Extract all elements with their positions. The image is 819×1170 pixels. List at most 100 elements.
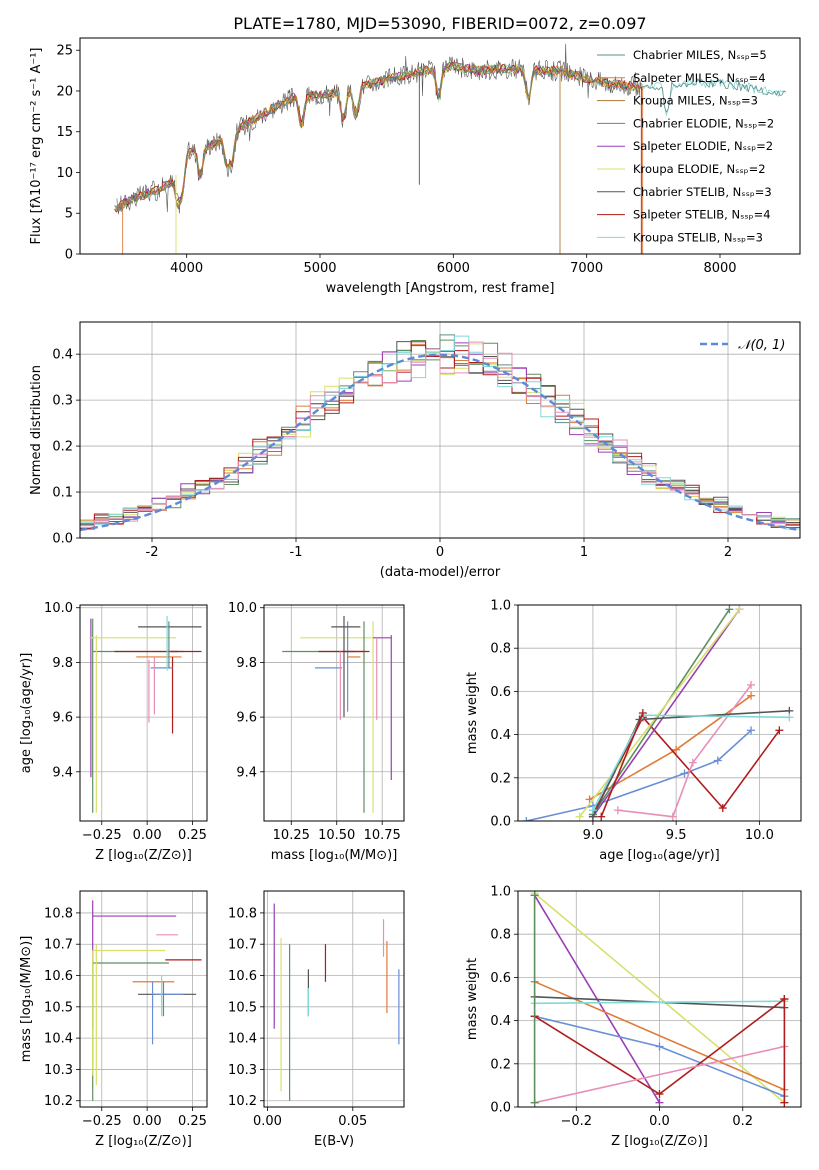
series-line	[617, 684, 752, 818]
series-marker	[597, 812, 606, 821]
x-tick-label: 0.25	[178, 828, 207, 843]
series-marker	[680, 769, 689, 778]
series-line	[578, 608, 741, 818]
legend-label: Kroupa MILES, Nₛₛₚ=3	[633, 94, 758, 108]
y-tick-label: 9.4	[52, 765, 73, 780]
y-tick-label: 9.4	[236, 765, 257, 780]
x-tick-label: 7000	[570, 261, 603, 276]
y-tick-label: 0.4	[490, 1014, 511, 1029]
spectrum-line-0	[115, 62, 786, 211]
series-marker	[655, 1090, 664, 1099]
series-marker	[775, 726, 784, 735]
x-tick-label: 10.50	[318, 828, 355, 843]
axes-frame	[79, 604, 208, 822]
y-tick-label: 10.6	[228, 969, 257, 984]
y-tick-label: 15	[56, 125, 73, 140]
x-tick-label: −0.2	[560, 1114, 592, 1129]
series-marker	[713, 756, 722, 765]
y-tick-label: 10.8	[44, 906, 73, 921]
x-axis-label: Z [log₁₀(Z/Z⊙)]	[95, 1134, 192, 1149]
y-tick-label: 25	[56, 44, 73, 59]
y-tick-label: 10.5	[44, 1000, 73, 1015]
y-tick-label: 0.2	[52, 440, 73, 455]
y-axis-label: Flux [fλ10⁻¹⁷ erg cm⁻² s⁻¹ A⁻¹]	[29, 48, 44, 245]
legend-label: Chabrier STELIB, Nₛₛₚ=3	[633, 185, 772, 199]
data-point	[92, 949, 166, 1076]
x-tick-label: −0.25	[82, 828, 122, 843]
chart-weight-vs-Z: −0.2 0.0 0.2 0.0 0.2 0.4 0.6 0.8 1.0 Z [log₁₀(Z/Z…	[465, 885, 802, 1149]
axes-frame	[79, 890, 208, 1108]
y-axis-label: Normed distribution	[29, 365, 44, 495]
y-tick-label: 10.0	[228, 601, 257, 616]
spectrum-line-2	[116, 62, 642, 211]
y-tick-label: 9.8	[236, 656, 257, 671]
series-marker	[588, 806, 597, 815]
y-tick-label: 10.7	[228, 938, 257, 953]
y-tick-label: 5	[65, 207, 73, 222]
x-tick-label: -1	[290, 545, 303, 560]
y-tick-label: 0	[65, 248, 73, 263]
y-tick-label: 9.6	[236, 711, 257, 726]
plot-area	[264, 891, 404, 1107]
x-tick-label: 1	[580, 545, 588, 560]
x-axis-label: Z [log₁₀(Z/Z⊙)]	[95, 848, 192, 863]
series-marker	[672, 745, 681, 754]
series-line	[600, 712, 644, 817]
y-tick-label: 0.2	[490, 771, 511, 786]
plot-area	[264, 605, 404, 821]
normal-curve	[80, 353, 800, 532]
x-tick-label: 6000	[437, 261, 470, 276]
y-tick-label: 9.6	[52, 711, 73, 726]
chart-mass-vs-Z: −0.25 0.00 0.25 10.2 10.3 10.4 10.5 10.6 10.7 10.…	[19, 890, 208, 1149]
y-tick-label: 1.0	[490, 885, 511, 900]
y-tick-label: 0.8	[490, 928, 511, 943]
x-tick-label: 5000	[303, 261, 336, 276]
y-tick-label: 0.6	[490, 971, 511, 986]
y-tick-label: 10	[56, 166, 73, 181]
axes-frame	[263, 890, 405, 1108]
x-tick-label: 0.00	[253, 1114, 282, 1129]
plot-area	[80, 891, 207, 1107]
series-marker	[735, 605, 744, 614]
series-marker	[655, 1098, 664, 1107]
x-axis-label: wavelength [Angstrom, rest frame]	[326, 281, 555, 296]
plot-area	[113, 43, 786, 254]
x-tick-label: −0.25	[82, 1114, 122, 1129]
x-tick-label: 0.0	[649, 1114, 670, 1129]
x-tick-label: 0.00	[133, 828, 162, 843]
legend-label: Chabrier MILES, Nₛₛₚ=5	[633, 48, 767, 62]
series-marker	[725, 605, 734, 614]
y-tick-label: 20	[56, 84, 73, 99]
chart-age-vs-Z: −0.25 0.00 0.25 9.4 9.6 9.8 10.0 Z [log₁₀(Z/Z⊙)…	[19, 601, 208, 863]
axes-frame	[517, 604, 802, 822]
plot-area	[518, 891, 801, 1107]
legend-label: Salpeter ELODIE, Nₛₛₚ=2	[633, 139, 773, 153]
series-marker	[688, 758, 697, 767]
series-marker	[668, 812, 677, 821]
y-axis-label: mass [log₁₀(M/M⊙)]	[19, 936, 34, 1063]
plot-area	[518, 605, 801, 821]
legend-label: Salpeter MILES, Nₛₛₚ=4	[633, 71, 766, 85]
legend-label: Kroupa ELODIE, Nₛₛₚ=2	[633, 162, 766, 176]
series-marker	[613, 806, 622, 815]
series-marker	[747, 680, 756, 689]
series-marker	[780, 995, 789, 1003]
chart-spectrum: 4000 5000 6000 7000 8000 0 5 10 15 20 25 wavelength…	[29, 14, 801, 296]
y-axis-label: mass weight	[465, 672, 480, 754]
x-tick-label: 9.0	[583, 828, 604, 843]
series-marker	[638, 709, 647, 717]
x-tick-label: 10.0	[745, 828, 774, 843]
y-tick-label: 10.7	[44, 938, 73, 953]
chart-residuals: -2 -1 0 1 2 0.0 0.1 0.2 0.3 0.4 (data-model)/error…	[29, 321, 801, 580]
x-tick-label: 9.5	[666, 828, 687, 843]
series-marker	[747, 691, 756, 700]
y-tick-label: 10.8	[228, 906, 257, 921]
x-tick-label: 0	[436, 545, 444, 560]
y-tick-label: 10.5	[228, 1000, 257, 1015]
x-tick-label: 0.05	[338, 1114, 367, 1129]
y-tick-label: 0.0	[490, 815, 511, 830]
y-tick-label: 0.2	[490, 1057, 511, 1072]
y-tick-label: 10.2	[228, 1094, 257, 1109]
x-tick-label: 10.25	[273, 828, 310, 843]
